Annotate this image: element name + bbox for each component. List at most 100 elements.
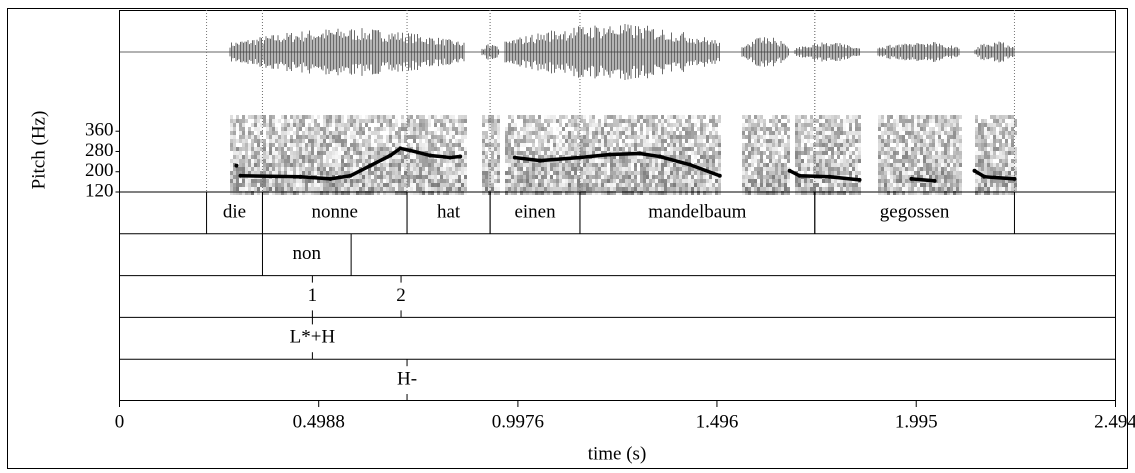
spectrogram-cell xyxy=(893,131,896,135)
spectrogram-cell xyxy=(505,179,508,183)
spectrogram-cell xyxy=(622,159,625,163)
spectrogram-cell xyxy=(494,147,497,151)
spectrogram-cell xyxy=(804,191,807,195)
spectrogram-cell xyxy=(404,167,407,171)
spectrogram-cell xyxy=(532,179,535,183)
spectrogram-cell xyxy=(953,175,956,179)
spectrogram-cell xyxy=(305,115,308,119)
spectrogram-cell xyxy=(428,159,431,163)
spectrogram-cell xyxy=(834,147,837,151)
spectrogram-cell xyxy=(520,191,523,195)
spectrogram-cell xyxy=(341,131,344,135)
spectrogram-cell xyxy=(299,123,302,127)
spectrogram-cell xyxy=(673,147,676,151)
spectrogram-cell xyxy=(956,127,959,131)
spectrogram-cell xyxy=(956,151,959,155)
spectrogram-cell xyxy=(902,187,905,191)
spectrogram-cell xyxy=(401,191,404,195)
spectrogram-cell xyxy=(586,127,589,131)
spectrogram-cell xyxy=(302,163,305,167)
spectrogram-cell xyxy=(643,123,646,127)
spectrogram-cell xyxy=(359,175,362,179)
spectrogram-cell xyxy=(670,119,673,123)
spectrogram-cell xyxy=(395,139,398,143)
spectrogram-cell xyxy=(443,135,446,139)
spectrogram-cell xyxy=(287,115,290,119)
spectrogram-cell xyxy=(260,163,263,167)
spectrogram-cell xyxy=(700,143,703,147)
spectrogram-cell xyxy=(950,187,953,191)
spectrogram-cell xyxy=(598,123,601,127)
spectrogram-cell xyxy=(899,127,902,131)
spectrogram-cell xyxy=(580,115,583,119)
spectrogram-cell xyxy=(577,159,580,163)
spectrogram-cell xyxy=(326,135,329,139)
spectrogram-cell xyxy=(404,183,407,187)
spectrogram-cell xyxy=(353,175,356,179)
spectrogram-cell xyxy=(978,131,981,135)
spectrogram-cell xyxy=(781,135,784,139)
spectrogram-cell xyxy=(553,155,556,159)
spectrogram-cell xyxy=(458,171,461,175)
spectrogram-cell xyxy=(278,143,281,147)
spectrogram-cell xyxy=(389,183,392,187)
spectrogram-cell xyxy=(541,175,544,179)
spectrogram-cell xyxy=(822,135,825,139)
spectrogram-cell xyxy=(766,171,769,175)
spectrogram-cell xyxy=(712,143,715,147)
spectrogram-cell xyxy=(622,187,625,191)
spectrogram-cell xyxy=(890,123,893,127)
spectrogram-cell xyxy=(538,167,541,171)
spectrogram-cell xyxy=(679,155,682,159)
spectrogram-cell xyxy=(491,135,494,139)
spectrogram-cell xyxy=(398,179,401,183)
spectrogram-cell xyxy=(550,175,553,179)
spectrogram-cell xyxy=(353,183,356,187)
spectrogram-cell xyxy=(905,183,908,187)
spectrogram-cell xyxy=(840,115,843,119)
spectrogram-cell xyxy=(715,159,718,163)
spectrogram-cell xyxy=(700,123,703,127)
spectrogram-cell xyxy=(595,183,598,187)
spectrogram-cell xyxy=(878,123,881,127)
spectrogram-cell xyxy=(311,131,314,135)
spectrogram-cell xyxy=(574,123,577,127)
spectrogram-cell xyxy=(437,171,440,175)
spectrogram-cell xyxy=(884,147,887,151)
spectrogram-cell xyxy=(700,127,703,131)
spectrogram-cell xyxy=(715,127,718,131)
spectrogram-cell xyxy=(655,127,658,131)
spectrogram-cell xyxy=(601,127,604,131)
spectrogram-cell xyxy=(778,119,781,123)
spectrogram-cell xyxy=(781,155,784,159)
spectrogram-cell xyxy=(248,143,251,147)
spectrogram-cell xyxy=(535,135,538,139)
spectrogram-cell xyxy=(855,119,858,123)
spectrogram-cell xyxy=(676,119,679,123)
spectrogram-cell xyxy=(529,183,532,187)
spectrogram-cell xyxy=(347,167,350,171)
spectrogram-cell xyxy=(661,175,664,179)
spectrogram-cell xyxy=(649,115,652,119)
spectrogram-cell xyxy=(798,163,801,167)
spectrogram-cell xyxy=(661,163,664,167)
spectrogram-cell xyxy=(592,171,595,175)
spectrogram-cell xyxy=(425,123,428,127)
spectrogram-cell xyxy=(532,151,535,155)
spectrogram-cell xyxy=(676,123,679,127)
spectrogram-cell xyxy=(494,155,497,159)
spectrogram-cell xyxy=(652,131,655,135)
spectrogram-cell xyxy=(700,175,703,179)
spectrogram-cell xyxy=(884,175,887,179)
spectrogram-cell xyxy=(368,143,371,147)
spectrogram-cell xyxy=(248,151,251,155)
spectrogram-cell xyxy=(807,135,810,139)
spectrogram-cell xyxy=(311,155,314,159)
spectrogram-cell xyxy=(377,127,380,131)
spectrogram-cell xyxy=(568,167,571,171)
spectrogram-cell xyxy=(595,151,598,155)
spectrogram-cell xyxy=(305,127,308,131)
waveform-spectrogram xyxy=(119,24,1116,195)
spectrogram-cell xyxy=(917,159,920,163)
spectrogram-cell xyxy=(532,191,535,195)
